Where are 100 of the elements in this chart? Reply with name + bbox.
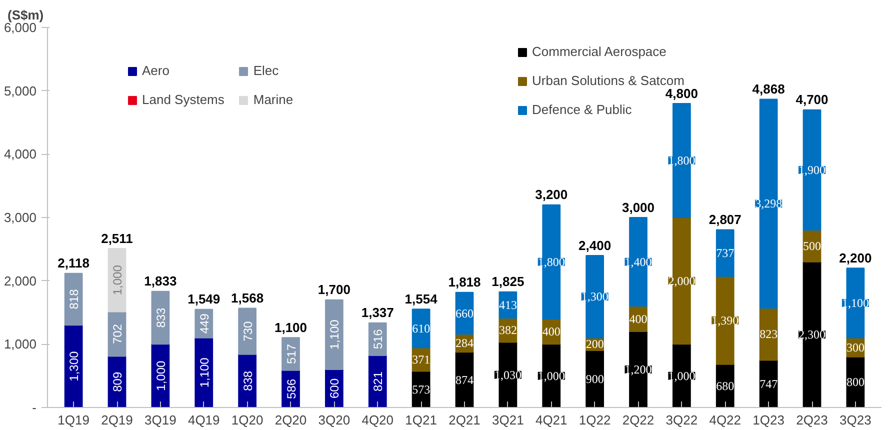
y-tick-label: 3,000 — [4, 210, 37, 225]
legend-label: Urban Solutions & Satcom — [532, 73, 684, 88]
total-label: 2,807 — [708, 212, 742, 228]
x-tick-label: 3Q19 — [144, 412, 176, 428]
data-label: 449 — [197, 313, 212, 334]
data-label: 1,100 — [197, 357, 212, 388]
data-label: 516 — [371, 328, 386, 350]
x-tick-label: 4Q22 — [709, 412, 742, 428]
total-label: 1,825 — [492, 274, 524, 290]
data-label: 573 — [412, 382, 430, 396]
x-tick-label: 2Q21 — [448, 412, 480, 428]
x-tick-label: 1Q22 — [578, 412, 611, 428]
data-label: 737 — [716, 246, 734, 260]
bar — [64, 324, 83, 408]
data-label: 1,800 — [668, 154, 696, 168]
data-label: 400 — [542, 324, 560, 338]
data-label: 818 — [67, 288, 82, 310]
y-tick-label: 5,000 — [4, 83, 37, 98]
total-label: 3,000 — [622, 200, 655, 215]
data-label: 2,000 — [668, 274, 696, 288]
data-label: 413 — [498, 298, 517, 312]
x-tick-label: 1Q20 — [231, 412, 264, 428]
total-label: 1,568 — [231, 290, 264, 306]
x-tick-label: 3Q21 — [492, 412, 524, 428]
data-label: 1,200 — [624, 362, 652, 376]
data-label: 838 — [240, 370, 255, 391]
data-label: 200 — [586, 337, 604, 352]
bar — [238, 308, 256, 355]
x-tick-label: 3Q20 — [318, 412, 350, 428]
data-label: 1,300 — [67, 350, 82, 382]
data-label: 1,030 — [494, 368, 522, 382]
data-label: 371 — [412, 352, 430, 366]
data-label: 1,000 — [538, 368, 565, 383]
data-label: 874 — [456, 372, 474, 387]
data-label: 610 — [412, 321, 430, 336]
data-label: 821 — [371, 371, 386, 392]
data-label: 586 — [284, 378, 298, 399]
x-tick-label: 3Q22 — [666, 412, 698, 428]
x-tick-label: 4Q19 — [188, 412, 220, 428]
legend-label: Aero — [142, 63, 170, 78]
data-label: 600 — [328, 378, 342, 399]
x-tick-label: 1Q19 — [58, 412, 90, 428]
x-tick-label: 2Q22 — [622, 412, 654, 428]
x-tick-label: 4Q20 — [362, 412, 394, 428]
x-tick-label: 2Q19 — [101, 412, 133, 428]
bar — [194, 337, 214, 408]
total-label: 2,118 — [58, 256, 90, 271]
total-label: 1,833 — [144, 274, 177, 289]
y-tick-label: 1,000 — [4, 336, 37, 352]
data-label: 1,300 — [581, 290, 608, 304]
bar — [325, 299, 344, 370]
total-label: 2,511 — [101, 230, 133, 246]
y-tick-label: 2,000 — [4, 273, 37, 288]
x-tick-label: 1Q21 — [405, 412, 437, 428]
total-label: 4,800 — [665, 86, 698, 101]
total-label: 1,337 — [361, 305, 394, 320]
data-label: 823 — [760, 327, 778, 342]
data-label: 1,390 — [712, 313, 739, 328]
data-label: 1,800 — [538, 254, 565, 269]
data-label: 1,000 — [668, 368, 696, 383]
data-label: 1,100 — [842, 296, 869, 310]
legend-label: Commercial Aerospace — [532, 44, 666, 59]
data-label: 284 — [456, 336, 474, 350]
x-tick-label: 3Q23 — [840, 412, 872, 428]
data-label: 3,298 — [755, 196, 782, 211]
total-label: 4,868 — [752, 81, 785, 96]
y-axis-title: (S$m) — [8, 8, 44, 22]
data-label: 2,300 — [798, 328, 826, 342]
data-label: 809 — [110, 372, 124, 392]
total-label: 1,700 — [318, 282, 350, 298]
data-label: 400 — [629, 312, 648, 326]
legend-label: Marine — [253, 92, 294, 107]
data-label: 1,400 — [624, 254, 652, 269]
total-label: 2,400 — [578, 238, 612, 253]
x-tick-label: 2Q20 — [274, 412, 307, 428]
data-label: 500 — [803, 239, 821, 253]
data-label: 300 — [846, 340, 864, 354]
data-label: 900 — [586, 372, 604, 386]
y-tick-label: 4,000 — [4, 146, 37, 162]
total-label: 1,818 — [448, 274, 481, 290]
total-label: 1,549 — [188, 292, 220, 307]
x-tick-label: 2Q23 — [796, 412, 828, 428]
total-label: 1,100 — [274, 320, 308, 335]
data-label: 1,000 — [110, 264, 124, 296]
data-label: 382 — [498, 323, 517, 338]
data-label: 517 — [284, 344, 298, 364]
total-label: 4,700 — [796, 92, 828, 108]
bar — [282, 337, 300, 371]
data-label: 730 — [240, 320, 255, 342]
total-label: 2,200 — [839, 250, 872, 266]
x-tick-label: 1Q23 — [752, 412, 784, 428]
data-label: 833 — [154, 307, 168, 328]
legend-label: Land Systems — [142, 92, 224, 107]
legend-label: Elec — [253, 63, 279, 78]
bar — [64, 272, 83, 326]
data-label: 660 — [456, 306, 474, 320]
total-label: 1,554 — [404, 291, 438, 306]
data-label: 800 — [846, 375, 864, 390]
x-tick-label: 4Q21 — [535, 412, 568, 428]
data-label: 702 — [110, 324, 124, 344]
